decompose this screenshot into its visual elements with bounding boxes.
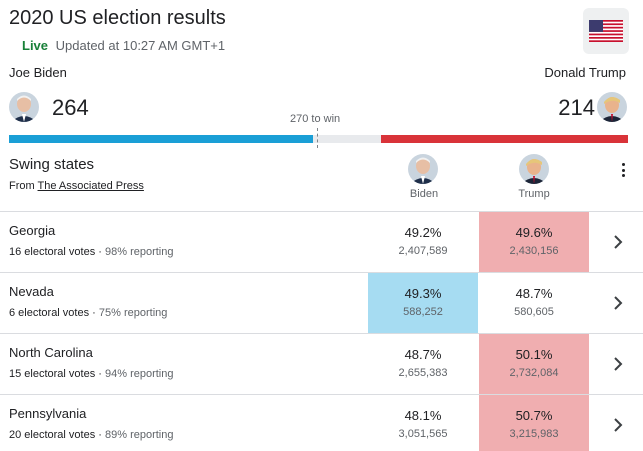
updated-status: Live Updated at 10:27 AM GMT+1 <box>22 38 225 53</box>
live-badge: Live <box>22 38 49 53</box>
state-meta: 15 electoral votes · 94% reporting <box>9 368 174 380</box>
trump-avatar <box>597 92 627 122</box>
biden-result-cell: 49.2% 2,407,589 <box>368 212 478 272</box>
page-title: 2020 US election results <box>9 7 226 29</box>
trump-result-cell: 50.1% 2,732,084 <box>479 334 589 394</box>
biden-result-cell: 49.3% 588,252 <box>368 273 478 333</box>
biden-result-cell: 48.7% 2,655,383 <box>368 334 478 394</box>
source-attribution: From The Associated Press <box>9 180 144 192</box>
candidate-name-trump: Donald Trump <box>544 65 626 80</box>
biden-votes: 2,655,383 <box>398 367 448 379</box>
state-name: Nevada <box>9 284 54 299</box>
trump-result-cell: 48.7% 580,605 <box>479 273 589 333</box>
biden-electoral-count: 264 <box>52 95 89 120</box>
chevron-right-icon[interactable] <box>612 356 624 372</box>
more-options-icon[interactable] <box>620 160 626 180</box>
table-row[interactable]: Pennsylvania 20 electoral votes · 89% re… <box>0 394 643 451</box>
source-prefix: From <box>9 180 35 192</box>
electoral-votes: 16 electoral votes <box>9 246 96 258</box>
swing-states-title: Swing states <box>9 156 95 173</box>
trump-votes: 2,732,084 <box>509 367 559 379</box>
electoral-votes: 6 electoral votes <box>9 307 90 319</box>
trump-column-avatar <box>519 154 549 184</box>
state-name: Georgia <box>9 223 56 238</box>
electoral-votes: 20 electoral votes <box>9 429 96 441</box>
trump-percent: 48.7% <box>515 286 553 301</box>
biden-percent: 49.3% <box>404 286 442 301</box>
biden-percent: 48.7% <box>404 347 442 362</box>
biden-votes: 3,051,565 <box>398 428 448 440</box>
trump-votes: 580,605 <box>514 306 554 318</box>
chevron-right-icon[interactable] <box>612 234 624 250</box>
biden-avatar <box>9 92 39 122</box>
state-name: Pennsylvania <box>9 406 87 421</box>
state-name: North Carolina <box>9 345 93 360</box>
chevron-right-icon[interactable] <box>612 417 624 433</box>
biden-percent: 48.1% <box>404 408 442 423</box>
trump-percent: 50.7% <box>515 408 553 423</box>
biden-votes: 2,407,589 <box>398 245 448 257</box>
chevron-right-icon[interactable] <box>612 295 624 311</box>
state-meta: 16 electoral votes · 98% reporting <box>9 246 174 258</box>
reporting-status: 75% reporting <box>98 307 168 319</box>
reporting-status: 98% reporting <box>105 246 174 258</box>
trump-progress-bar <box>381 135 628 143</box>
undecided-progress-bar <box>313 135 381 143</box>
biden-column-avatar <box>408 154 438 184</box>
trump-electoral-count: 214 <box>558 95 595 120</box>
column-header-trump: Trump <box>518 188 550 200</box>
source-link[interactable]: The Associated Press <box>37 180 144 192</box>
biden-progress-bar <box>9 135 313 143</box>
trump-percent: 50.1% <box>515 347 553 362</box>
trump-votes: 3,215,983 <box>509 428 559 440</box>
updated-time: Updated at 10:27 AM GMT+1 <box>55 38 226 53</box>
trump-votes: 2,430,156 <box>509 245 559 257</box>
win-threshold-marker <box>317 128 318 148</box>
win-threshold-label: 270 to win <box>290 113 341 125</box>
column-header-biden: Biden <box>409 188 439 200</box>
electoral-votes: 15 electoral votes <box>9 368 96 380</box>
flag-button[interactable] <box>583 8 629 54</box>
table-row[interactable]: North Carolina 15 electoral votes · 94% … <box>0 333 643 394</box>
trump-percent: 49.6% <box>515 225 553 240</box>
reporting-status: 89% reporting <box>105 429 174 441</box>
state-meta: 20 electoral votes · 89% reporting <box>9 429 174 441</box>
table-row[interactable]: Georgia 16 electoral votes · 98% reporti… <box>0 211 643 272</box>
trump-result-cell: 49.6% 2,430,156 <box>479 212 589 272</box>
us-flag-icon <box>589 20 623 42</box>
swing-states-table: Georgia 16 electoral votes · 98% reporti… <box>0 211 643 451</box>
biden-percent: 49.2% <box>404 225 442 240</box>
trump-result-cell: 50.7% 3,215,983 <box>479 395 589 451</box>
biden-votes: 588,252 <box>403 306 443 318</box>
biden-result-cell: 48.1% 3,051,565 <box>368 395 478 451</box>
state-meta: 6 electoral votes · 75% reporting <box>9 307 168 319</box>
reporting-status: 94% reporting <box>105 368 174 380</box>
candidate-name-biden: Joe Biden <box>9 65 67 80</box>
table-row[interactable]: Nevada 6 electoral votes · 75% reporting… <box>0 272 643 333</box>
